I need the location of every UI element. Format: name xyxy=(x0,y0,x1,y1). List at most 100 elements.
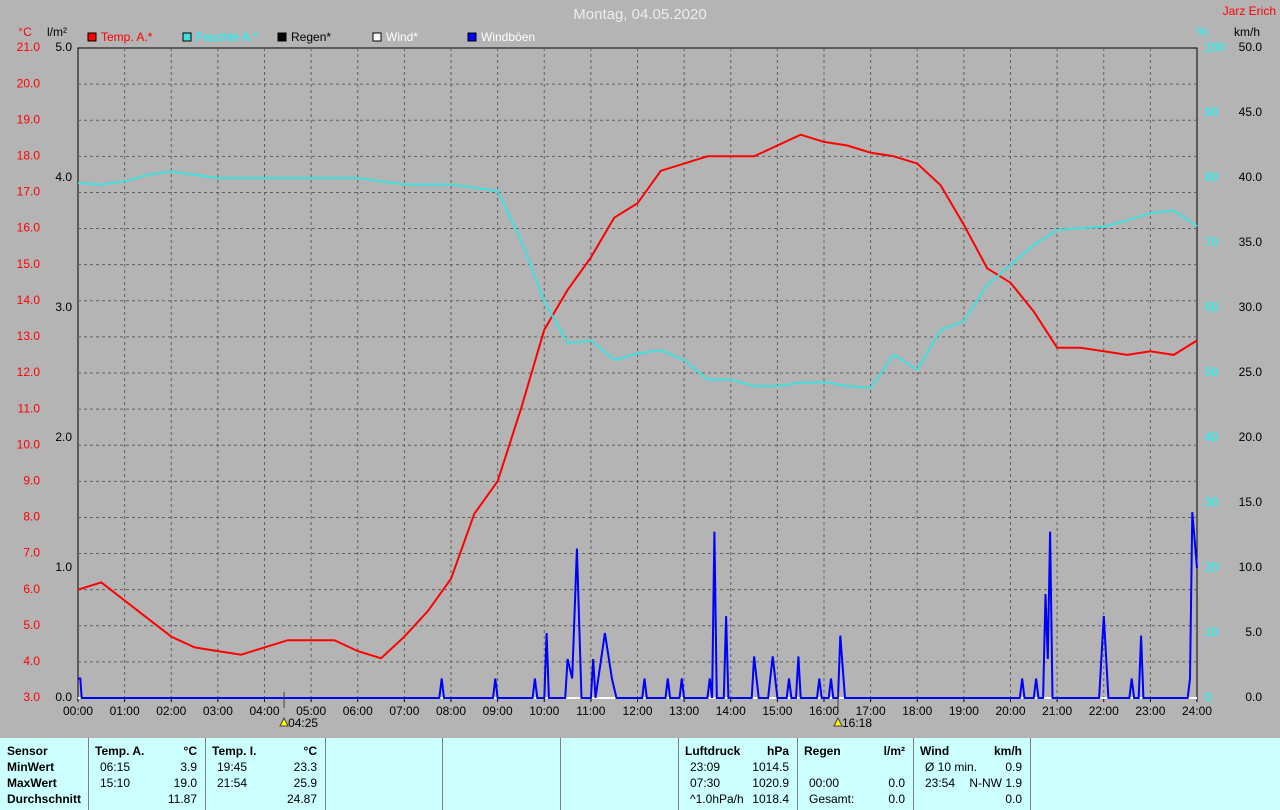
y-tick-label: 11.0 xyxy=(18,401,41,415)
separator xyxy=(560,738,561,810)
stats-cell: 06:15 xyxy=(100,760,131,774)
y-tick-label: 10.0 xyxy=(17,437,41,451)
y-tick-label: 0.0 xyxy=(55,690,72,704)
y-tick-label: 10.0 xyxy=(1239,560,1263,574)
stats-cell: 00:00 xyxy=(809,776,840,790)
x-tick-label: 13:00 xyxy=(669,704,699,718)
stats-cell: 15:10 xyxy=(100,776,131,790)
separator xyxy=(442,738,443,810)
x-tick-label: 02:00 xyxy=(156,704,186,718)
x-tick-label: 03:00 xyxy=(203,704,233,718)
stats-cell: l/m² xyxy=(883,744,905,758)
y-tick-label: 20.0 xyxy=(17,76,41,90)
sun-icon xyxy=(833,716,843,727)
x-tick-label: 04:00 xyxy=(249,704,279,718)
stats-cell: MinWert xyxy=(7,760,55,774)
legend-swatch xyxy=(182,32,192,42)
y-tick-label: 19.0 xyxy=(17,112,41,126)
y-tick-label: 14.0 xyxy=(17,293,41,307)
stats-cell: Luftdruck xyxy=(685,744,741,758)
y-tick-label: 70 xyxy=(1205,235,1219,249)
stats-cell: 3.9 xyxy=(180,760,197,774)
y-tick-label: 18.0 xyxy=(17,149,41,163)
x-tick-label: 00:00 xyxy=(63,704,93,718)
y-tick-label: 5.0 xyxy=(1245,625,1262,639)
stats-cell: km/h xyxy=(993,744,1022,758)
y-tick-label: 15.0 xyxy=(17,257,41,271)
stats-cell: 11.87 xyxy=(167,792,197,806)
stats-cell: °C xyxy=(303,744,317,758)
x-tick-label: 19:00 xyxy=(949,704,979,718)
x-tick-label: 15:00 xyxy=(762,704,792,718)
y-tick-label: 80 xyxy=(1205,170,1219,184)
x-tick-label: 05:00 xyxy=(296,704,326,718)
chart: Montag, 04.05.2020 Jarz Erich 00:00 01:00… xyxy=(17,4,1276,730)
y-tick-label: 4.0 xyxy=(23,654,40,668)
y-axis-unit: km/h xyxy=(1234,25,1260,39)
stats-cell: Regen xyxy=(804,744,841,758)
separator xyxy=(797,738,798,810)
stats-cell: 23:54 xyxy=(925,776,956,790)
x-tick-label: 01:00 xyxy=(110,704,140,718)
y-tick-label: 5.0 xyxy=(23,618,40,632)
stats-cell: 1018.4 xyxy=(752,792,789,806)
y-axis-unit: l/m² xyxy=(47,25,67,39)
separator xyxy=(205,738,206,810)
x-tick-label: 11:00 xyxy=(576,704,605,718)
stats-cell: N-NW 1.9 xyxy=(969,776,1022,790)
stats-cell: 23.3 xyxy=(293,760,317,774)
y-tick-label: 20.0 xyxy=(1239,430,1263,444)
y-tick-label: 40 xyxy=(1205,430,1219,444)
stats-cell: 1020.9 xyxy=(752,776,789,790)
sun-label: 04:25 xyxy=(288,716,318,730)
y-tick-label: 50.0 xyxy=(1239,40,1263,54)
stats-cell: Temp. I. xyxy=(212,744,257,758)
y-tick-label: 4.0 xyxy=(55,170,72,184)
stats-cell: hPa xyxy=(766,744,789,758)
stats-cell: 0.9 xyxy=(1005,760,1022,774)
stats-cell: Durchschnitt xyxy=(7,792,82,806)
y-tick-label: 40.0 xyxy=(1239,170,1263,184)
stats-table: Sensor MinWert MaxWert Durchschnitt Temp. A.… xyxy=(0,738,1280,810)
x-tick-label: 07:00 xyxy=(389,704,419,718)
y-tick-label: 7.0 xyxy=(23,546,40,560)
stats-cell: 0.0 xyxy=(888,792,905,806)
legend-swatch xyxy=(372,32,382,42)
y-tick-label: 3.0 xyxy=(23,690,40,704)
y-tick-label: 0 xyxy=(1205,690,1212,704)
author: Jarz Erich xyxy=(1223,4,1276,18)
y-tick-label: 2.0 xyxy=(55,430,72,444)
legend-swatch xyxy=(277,32,287,42)
separator xyxy=(678,738,679,810)
stats-cell: 1014.5 xyxy=(752,760,789,774)
stats-cell: MaxWert xyxy=(7,776,57,790)
y-tick-label: 30 xyxy=(1205,495,1219,509)
stats-cell: 19.0 xyxy=(173,776,197,790)
x-tick-label: 21:00 xyxy=(1042,704,1072,718)
legend-label: Windböen xyxy=(481,30,535,44)
y-tick-label: 13.0 xyxy=(17,329,41,343)
x-tick-label: 24:00 xyxy=(1182,704,1212,718)
series-line xyxy=(77,133,1198,660)
y-tick-label: 10 xyxy=(1205,625,1219,639)
stats-cell: Temp. A. xyxy=(95,744,145,758)
stats-cell: 25.9 xyxy=(293,776,317,790)
x-tick-label: 09:00 xyxy=(483,704,513,718)
y-tick-label: 90 xyxy=(1205,105,1219,119)
separator xyxy=(88,738,89,810)
y-tick-label: 25.0 xyxy=(1239,365,1263,379)
x-tick-label: 10:00 xyxy=(529,704,559,718)
y-tick-label: 100 xyxy=(1205,40,1225,54)
stats-cell: 24.87 xyxy=(286,792,317,806)
stats-cell: Gesamt: xyxy=(809,792,855,806)
y-tick-label: 15.0 xyxy=(1239,495,1263,509)
y-tick-label: 30.0 xyxy=(1239,300,1263,314)
y-tick-label: 1.0 xyxy=(55,560,72,574)
legend-label: Wind* xyxy=(386,30,418,44)
stats-cell: 0.0 xyxy=(1005,792,1022,806)
x-tick-label: 20:00 xyxy=(995,704,1025,718)
y-tick-label: 50 xyxy=(1205,365,1219,379)
x-tick-label: 06:00 xyxy=(343,704,373,718)
separator xyxy=(913,738,914,810)
